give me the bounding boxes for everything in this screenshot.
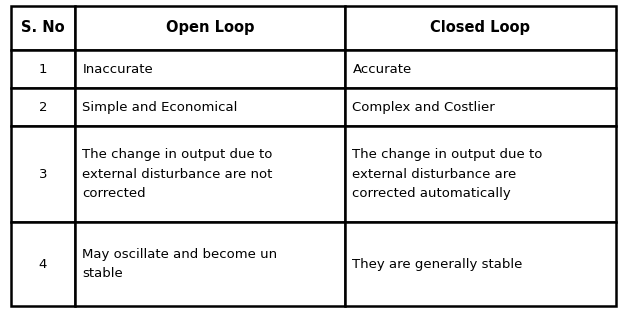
- Bar: [345, 50, 616, 88]
- Bar: [345, 222, 616, 306]
- Text: May oscillate and become un
stable: May oscillate and become un stable: [82, 248, 277, 280]
- Text: Open Loop: Open Loop: [166, 20, 254, 35]
- Bar: [75, 88, 345, 126]
- Text: The change in output due to
external disturbance are
corrected automatically: The change in output due to external dis…: [352, 148, 543, 200]
- Text: They are generally stable: They are generally stable: [352, 257, 523, 271]
- Bar: [11, 126, 75, 222]
- Text: Complex and Costlier: Complex and Costlier: [352, 101, 495, 114]
- Bar: [75, 126, 345, 222]
- Text: 4: 4: [39, 257, 47, 271]
- Bar: [345, 126, 616, 222]
- Text: 2: 2: [39, 101, 47, 114]
- Bar: [345, 88, 616, 126]
- Text: Simple and Economical: Simple and Economical: [82, 101, 238, 114]
- Text: S. No: S. No: [21, 20, 65, 35]
- Text: 1: 1: [39, 63, 47, 76]
- Text: 3: 3: [39, 168, 47, 181]
- Bar: [345, 6, 616, 50]
- Text: Accurate: Accurate: [352, 63, 412, 76]
- Bar: [75, 6, 345, 50]
- Bar: [11, 222, 75, 306]
- Text: The change in output due to
external disturbance are not
corrected: The change in output due to external dis…: [82, 148, 273, 200]
- Text: Inaccurate: Inaccurate: [82, 63, 153, 76]
- Bar: [11, 50, 75, 88]
- Text: Closed Loop: Closed Loop: [430, 20, 530, 35]
- Bar: [75, 50, 345, 88]
- Bar: [75, 222, 345, 306]
- Bar: [11, 88, 75, 126]
- Bar: [11, 6, 75, 50]
